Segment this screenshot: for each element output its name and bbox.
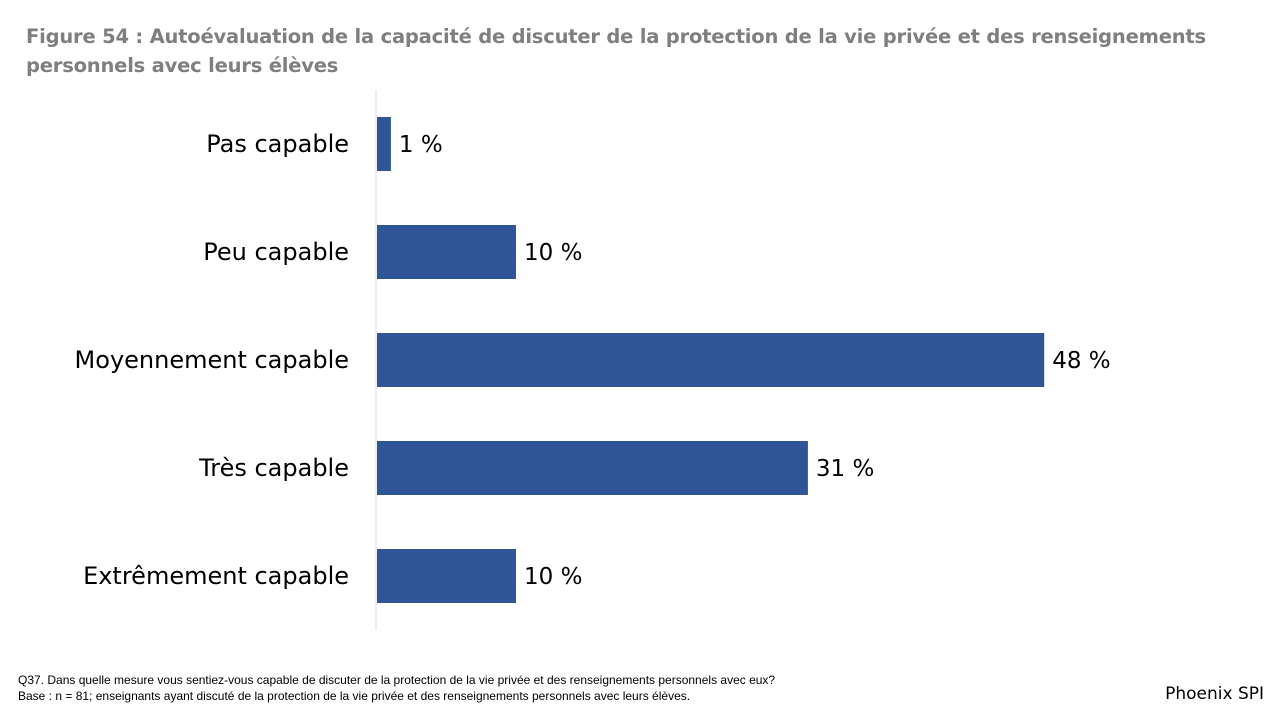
footnote-base: Base : n = 81; enseignants ayant discuté… <box>18 689 691 703</box>
bars-layer: Pas capable 1 % Peu capable 10 % Moyennement… <box>75 117 1111 603</box>
value-label-4: 10 % <box>524 564 582 590</box>
value-label-2: 48 % <box>1052 348 1110 374</box>
category-label-1: Peu capable <box>203 238 349 266</box>
bar-4 <box>377 549 516 603</box>
value-label-1: 10 % <box>524 240 582 266</box>
bar-0 <box>377 117 391 171</box>
category-label-2: Moyennement capable <box>75 346 349 374</box>
brand-logo-text: Phoenix SPI <box>1165 684 1264 704</box>
value-label-3: 31 % <box>816 456 874 482</box>
category-label-0: Pas capable <box>206 130 349 158</box>
bar-2 <box>377 333 1045 387</box>
bar-3 <box>377 441 808 495</box>
category-label-4: Extrêmement capable <box>83 562 349 590</box>
value-label-0: 1 % <box>399 132 443 158</box>
bar-1 <box>377 225 516 279</box>
footnote-question: Q37. Dans quelle mesure vous sentiez-vou… <box>18 673 776 687</box>
chart-title: Figure 54 : Autoévaluation de la capacit… <box>26 25 1206 77</box>
category-label-3: Très capable <box>198 454 349 482</box>
